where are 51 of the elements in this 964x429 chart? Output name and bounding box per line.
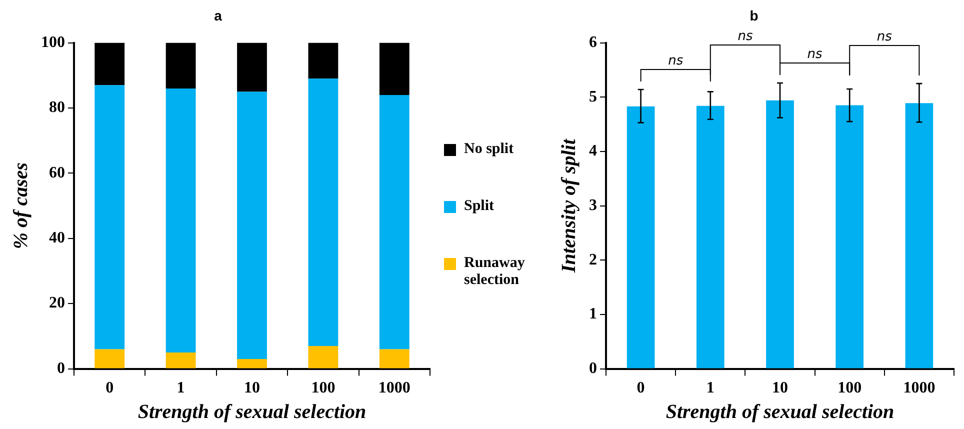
- bar: [94, 349, 125, 368]
- y-tick-label: 0: [589, 360, 597, 377]
- bar: [166, 352, 196, 368]
- y-tick-label: 40: [49, 230, 65, 247]
- y-tick-label: 3: [589, 196, 597, 214]
- bar: [308, 42, 338, 79]
- x-axis-title: Strength of sexual selection: [138, 401, 366, 424]
- chart-title: b: [750, 7, 758, 24]
- y-tick-label: 100: [41, 34, 65, 51]
- y-axis-title: % of cases: [10, 162, 32, 250]
- x-tick-label: 10: [244, 380, 260, 397]
- bar: [379, 94, 410, 350]
- y-tick-label: 0: [57, 360, 65, 377]
- x-tick-label: 1000: [378, 380, 410, 397]
- annotation: ns: [738, 28, 753, 44]
- y-tick-label: 2: [589, 251, 597, 268]
- annotation: ns: [807, 46, 823, 62]
- y-tick-label: 60: [49, 164, 65, 182]
- x-tick-label: 10: [772, 380, 788, 397]
- y-tick-label: 5: [589, 88, 597, 106]
- bar: [94, 85, 125, 350]
- x-tick-label: 0: [106, 380, 114, 397]
- x-tick-label: 100: [838, 380, 862, 397]
- y-axis-title: Intensity of split: [558, 138, 580, 274]
- bar: [237, 359, 267, 368]
- legend-label: No split: [464, 140, 514, 158]
- bar: [94, 42, 125, 86]
- bar: [308, 346, 338, 368]
- x-tick-label: 1000: [903, 380, 936, 397]
- y-tick-label: 4: [589, 142, 597, 160]
- bar: [308, 78, 338, 346]
- y-tick-label: 80: [49, 99, 65, 116]
- x-tick-label: 1: [706, 380, 714, 397]
- bar: [166, 42, 196, 88]
- bar: [166, 88, 196, 352]
- annotation: ns: [876, 29, 892, 44]
- annotation: ns: [668, 53, 684, 68]
- bar: [379, 349, 410, 368]
- y-tick-label: 20: [49, 294, 65, 312]
- y-tick-label: 6: [589, 34, 597, 51]
- chart-title: a: [214, 7, 222, 24]
- x-axis-title: Strength of sexual selection: [666, 401, 894, 424]
- bar: [237, 42, 267, 92]
- legend-label: Runaway selection: [464, 254, 526, 288]
- x-tick-label: 1: [176, 380, 185, 397]
- x-tick-label: 0: [636, 380, 645, 397]
- legend-label: Split: [464, 198, 494, 214]
- bar: [237, 92, 267, 360]
- x-tick-label: 100: [311, 380, 336, 397]
- bar: [379, 42, 410, 95]
- y-tick-label: 1: [589, 306, 597, 323]
